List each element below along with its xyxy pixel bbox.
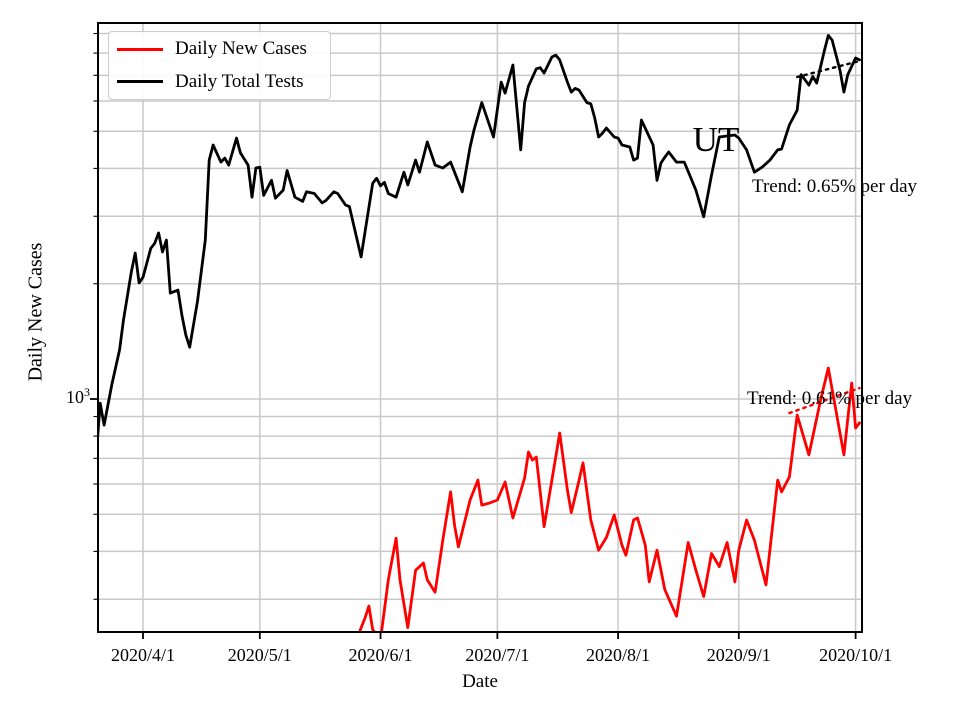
daily-total-tests-line	[98, 34, 861, 451]
plot-area	[98, 23, 862, 632]
series-group	[98, 34, 861, 632]
daily-new-cases-line	[357, 366, 861, 632]
trend-line-daily-new-cases	[788, 386, 861, 415]
plot-border	[97, 22, 863, 633]
trend-line-daily-total-tests	[795, 59, 861, 79]
